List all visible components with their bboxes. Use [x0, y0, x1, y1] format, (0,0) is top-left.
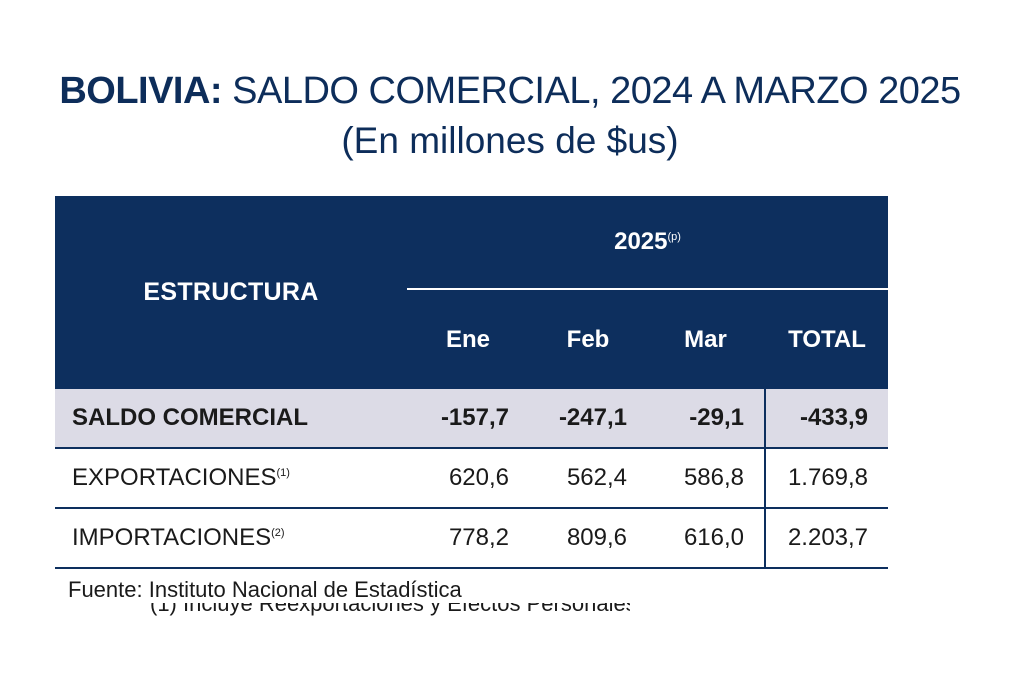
cell-ene: -157,7 — [407, 389, 529, 449]
source-note: Fuente: Instituto Nacional de Estadístic… — [68, 577, 462, 602]
page-title: BOLIVIA: SALDO COMERCIAL, 2024 A MARZO 2… — [0, 68, 1020, 114]
row-label-note: (1) — [276, 467, 290, 479]
cell-feb: 562,4 — [529, 448, 647, 509]
row-label: SALDO COMERCIAL — [55, 389, 407, 449]
cell-ene: 620,6 — [407, 448, 529, 509]
title-block: BOLIVIA: SALDO COMERCIAL, 2024 A MARZO 2… — [0, 68, 1020, 164]
row-label-text: IMPORTACIONES — [72, 524, 272, 551]
header-month-ene: Ene — [407, 289, 529, 389]
cell-total: -433,9 — [763, 389, 889, 449]
trade-balance-table: ESTRUCTURA 2025(p) Ene Feb Mar TOTAL SAL… — [55, 196, 889, 569]
header-total: TOTAL — [763, 289, 889, 389]
page-subtitle: (En millones de $us) — [341, 120, 679, 161]
cell-total: 1.769,8 — [763, 448, 889, 509]
header-month-feb: Feb — [529, 289, 647, 389]
cell-mar: 616,0 — [647, 508, 765, 569]
cell-ene: 778,2 — [407, 508, 529, 569]
table-row-importaciones: IMPORTACIONES(2) 778,2 809,6 616,0 2.203… — [55, 508, 889, 569]
row-label-text: SALDO COMERCIAL — [72, 404, 308, 431]
footnote-cut: (1) Incluye Reexportaciones y Efectos Pe… — [150, 603, 630, 617]
cell-mar: -29,1 — [647, 389, 765, 449]
header-year-label: 2025 — [614, 228, 668, 255]
row-label: EXPORTACIONES(1) — [55, 448, 407, 509]
row-label-text: EXPORTACIONES — [72, 464, 277, 491]
cell-mar: 586,8 — [647, 448, 765, 509]
cell-total: 2.203,7 — [763, 508, 889, 569]
header-month-mar: Mar — [647, 289, 765, 389]
title-rest: SALDO COMERCIAL, 2024 A MARZO 2025 — [222, 70, 961, 112]
cell-feb: -247,1 — [529, 389, 647, 449]
table-row-saldo: SALDO COMERCIAL -157,7 -247,1 -29,1 -433… — [55, 389, 889, 449]
title-bold: BOLIVIA: — [59, 70, 223, 112]
row-label-note: (2) — [271, 527, 285, 539]
cell-feb: 809,6 — [529, 508, 647, 569]
header-year: 2025(p) — [407, 196, 889, 290]
footnote-cut-text: (1) Incluye Reexportaciones y Efectos Pe… — [150, 603, 630, 616]
row-label: IMPORTACIONES(2) — [55, 508, 407, 569]
header-year-note: (p) — [667, 231, 681, 243]
header-structure: ESTRUCTURA — [55, 196, 407, 389]
table-row-exportaciones: EXPORTACIONES(1) 620,6 562,4 586,8 1.769… — [55, 448, 889, 509]
